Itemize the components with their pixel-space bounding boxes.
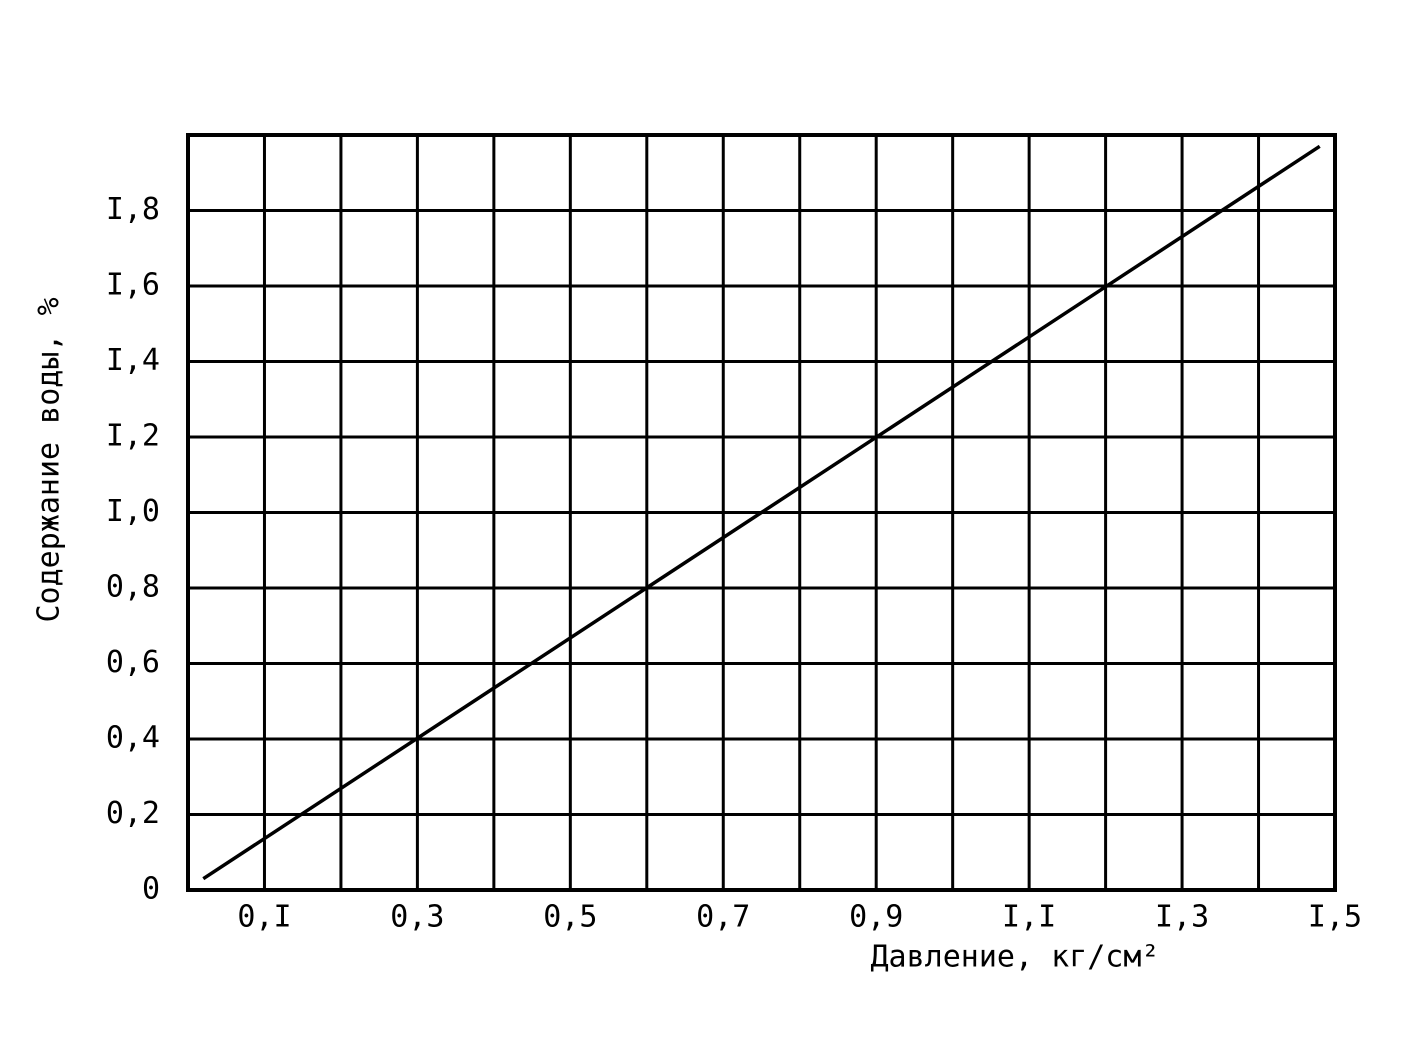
y-tick-label: 0,4	[106, 721, 160, 756]
x-tick-label: I,3	[1155, 900, 1209, 935]
y-tick-label: I,0	[106, 494, 160, 529]
x-tick-label: 0,7	[696, 900, 750, 935]
x-tick-label: 0,3	[390, 900, 444, 935]
x-tick-label: 0,9	[849, 900, 903, 935]
x-tick-label: I,5	[1308, 900, 1362, 935]
y-tick-label: 0,2	[106, 796, 160, 831]
y-tick-label: I,4	[106, 343, 160, 378]
x-tick-label: 0,I	[237, 900, 291, 935]
y-tick-label: I,8	[106, 192, 160, 227]
y-tick-label: 0	[142, 872, 160, 907]
y-tick-label: 0,8	[106, 570, 160, 605]
y-tick-label: 0,6	[106, 645, 160, 680]
data-line	[202, 144, 1321, 881]
x-tick-label: I,I	[1002, 900, 1056, 935]
y-tick-label: I,6	[106, 268, 160, 303]
x-tick-label: 0,5	[543, 900, 597, 935]
y-axis-title: Содержание воды, %	[32, 297, 67, 622]
x-axis-title: Давление, кг/см²	[871, 940, 1160, 975]
y-tick-label: I,2	[106, 419, 160, 454]
